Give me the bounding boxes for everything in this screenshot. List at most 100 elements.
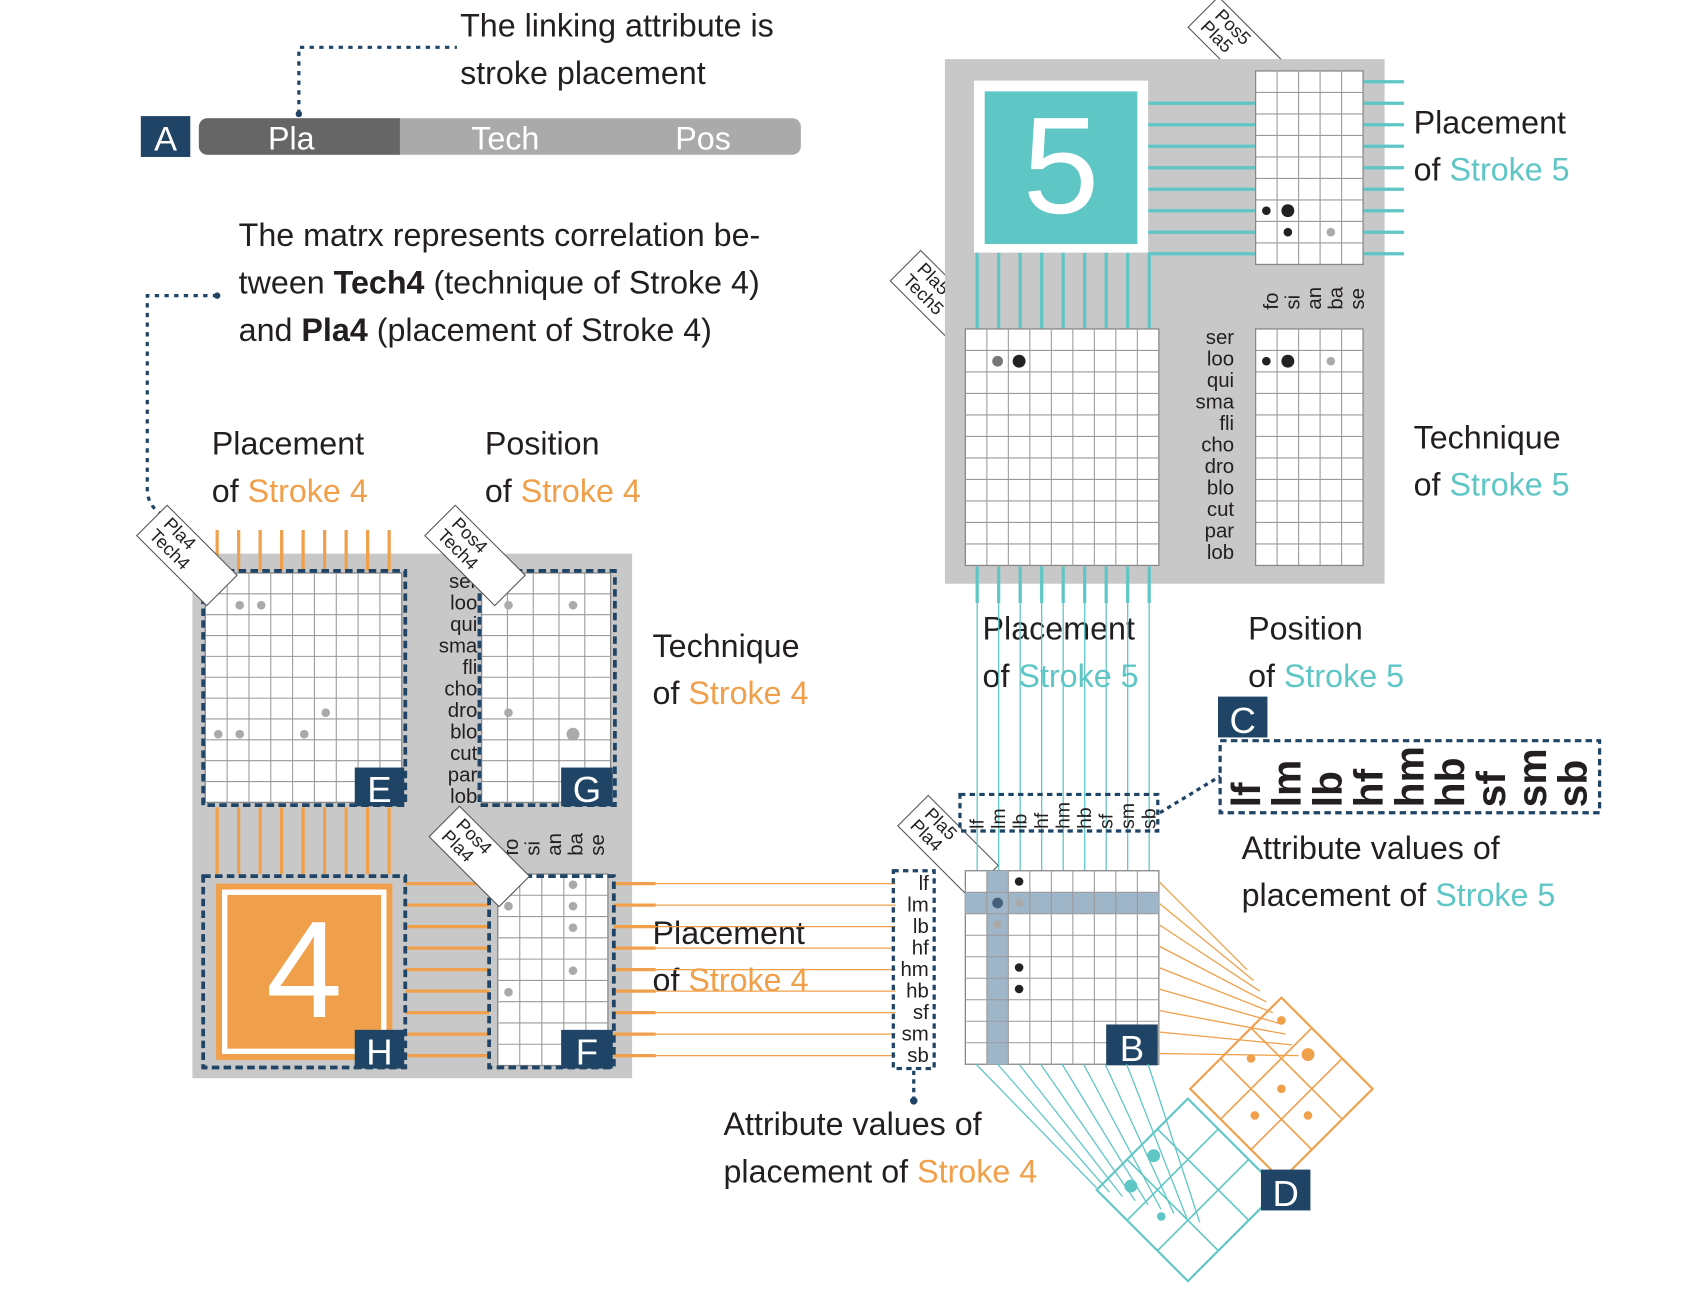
placement5-values-leader <box>1159 774 1221 815</box>
position5-value-an: an <box>1304 287 1326 310</box>
matrix-f-dot <box>504 987 513 997</box>
position5-value-si: si <box>1283 295 1305 310</box>
technique4-value-dro: dro <box>448 700 478 722</box>
technique4-value-qui: qui <box>450 614 477 636</box>
badge-a: A <box>154 121 177 159</box>
matrix-e-dot <box>235 729 245 739</box>
position4-value-ba: ba <box>566 832 588 855</box>
matrix-pos5-pla5-dot <box>1262 206 1271 216</box>
badge-h: H <box>366 1031 392 1072</box>
position5-value-fo: fo <box>1261 293 1283 310</box>
matrix-f-dot <box>568 923 578 933</box>
matrix-f-dot <box>504 901 513 911</box>
placement-stroke5-top-label: Placement of Stroke 5 <box>1413 105 1570 189</box>
placement5-axis-labels: lf lm lb hf hm hb sf sm sb <box>967 802 1161 829</box>
technique-stroke5-label: Technique of Stroke 5 <box>1413 420 1570 504</box>
d-teal-connector <box>1040 1063 1136 1202</box>
technique5-value-cho: cho <box>1201 435 1234 457</box>
placement4-values-leader-dot <box>909 1097 918 1105</box>
matrix-e-bg <box>204 572 403 804</box>
placement4-value-hf: hf <box>912 938 929 960</box>
matrix-b-dot <box>993 920 1002 929</box>
placement5-value-lb: lb <box>1010 814 1032 829</box>
badge-f: F <box>576 1031 598 1072</box>
position5-value-ba: ba <box>1326 286 1348 309</box>
callout-c-value-sf: sf <box>1468 771 1514 808</box>
callout-c-value-lf: lf <box>1223 782 1269 807</box>
matrix-b-dot <box>992 897 1003 909</box>
d-orange-connector <box>1158 945 1267 1003</box>
technique5-value-par: par <box>1205 521 1235 543</box>
technique4-value-lob: lob <box>450 786 477 808</box>
position-stroke4-label: Position of Stroke 4 <box>484 426 641 510</box>
diamond-glyph-d <box>975 881 1375 1283</box>
technique-stroke4-label: Technique of Stroke 4 <box>652 628 809 712</box>
matrix-f-dot <box>568 880 578 890</box>
matrix-e-frame <box>201 568 408 808</box>
d-teal-line <box>1156 1128 1250 1221</box>
position4-value-an: an <box>544 833 566 856</box>
matrix-b-col-highlight <box>986 870 1009 1065</box>
linking-leader-dot <box>295 110 303 118</box>
callout-c-value-sm: sm <box>1509 748 1555 807</box>
matrix-f-grid <box>497 873 609 1067</box>
matrix-pos5-pla5-dot <box>1283 227 1293 237</box>
d-teal-dot <box>1147 1149 1161 1163</box>
matrix-g-dot <box>568 600 578 610</box>
technique4-value-fli: fli <box>463 657 478 679</box>
d-orange-connector <box>1158 988 1280 1025</box>
callout-c-value-lm: lm <box>1264 760 1310 808</box>
matrix-e-dot <box>213 729 223 739</box>
placement5-value-sm: sm <box>1117 803 1139 829</box>
placement5-value-sb: sb <box>1139 808 1161 828</box>
placement5-value-lm: lm <box>988 808 1010 828</box>
stroke5-tile <box>984 91 1138 245</box>
d-orange-dot <box>1277 1016 1286 1025</box>
placement4-value-sf: sf <box>913 1002 929 1024</box>
d-orange-frame <box>1188 996 1375 1182</box>
placement4-value-hm: hm <box>900 959 928 981</box>
d-orange-connector <box>1158 881 1248 971</box>
callout-c-value-sb: sb <box>1550 760 1596 808</box>
attr-segment-pla: Pla <box>268 120 315 156</box>
d-orange-connector <box>1158 1009 1286 1035</box>
position-stroke5-label: Position of Stroke 5 <box>1248 611 1405 695</box>
badge-c-bg <box>1217 696 1268 738</box>
matrix-b-dot <box>1014 877 1024 886</box>
matrix-e-dot <box>299 729 309 739</box>
attr-values-stroke5-caption: Attribute values of placement of Stroke … <box>1241 830 1556 914</box>
technique4-value-blo: blo <box>450 722 477 744</box>
d-orange-connector <box>1158 1031 1293 1046</box>
matrix-f-frame <box>487 874 616 1070</box>
callout-c-value-hb: hb <box>1427 757 1473 807</box>
technique5-value-qui: qui <box>1207 370 1234 392</box>
placement4-value-sm: sm <box>902 1024 929 1046</box>
d-orange-dot <box>1301 1048 1315 1062</box>
d-orange-diamond <box>1188 996 1375 1182</box>
placement4-value-lm: lm <box>907 895 929 917</box>
d-orange-dot <box>1303 1111 1313 1120</box>
badge-d-bg <box>1260 1169 1311 1211</box>
d-teal-connector <box>997 1063 1110 1193</box>
matrix-pos5-tech5-dot <box>1281 354 1295 368</box>
matrix-caption-leader <box>145 294 218 516</box>
badge-b-bg <box>1106 1024 1158 1066</box>
placement5-value-hb: hb <box>1074 807 1096 829</box>
matrix-caption: The matrx represents correlation be- twe… <box>238 218 761 349</box>
badge-g-bg <box>561 767 613 807</box>
tag-pos4-tech4-bg <box>424 504 526 607</box>
position4-value-si: si <box>523 841 545 856</box>
badge-b: B <box>1120 1028 1144 1069</box>
matrix-pla5-tech5-dot <box>1012 354 1026 368</box>
placement5-values-frame <box>958 792 1160 833</box>
d-orange-line <box>1220 1057 1313 1151</box>
d-teal-connector <box>1083 1063 1162 1210</box>
attribute-bar: A Pla Tech Pos <box>140 45 801 159</box>
callout-c-value-hm: hm <box>1386 746 1432 807</box>
d-teal-dot <box>1156 1212 1166 1221</box>
matrix-b-dot <box>1014 984 1024 994</box>
d-teal-connector <box>1125 1064 1188 1219</box>
